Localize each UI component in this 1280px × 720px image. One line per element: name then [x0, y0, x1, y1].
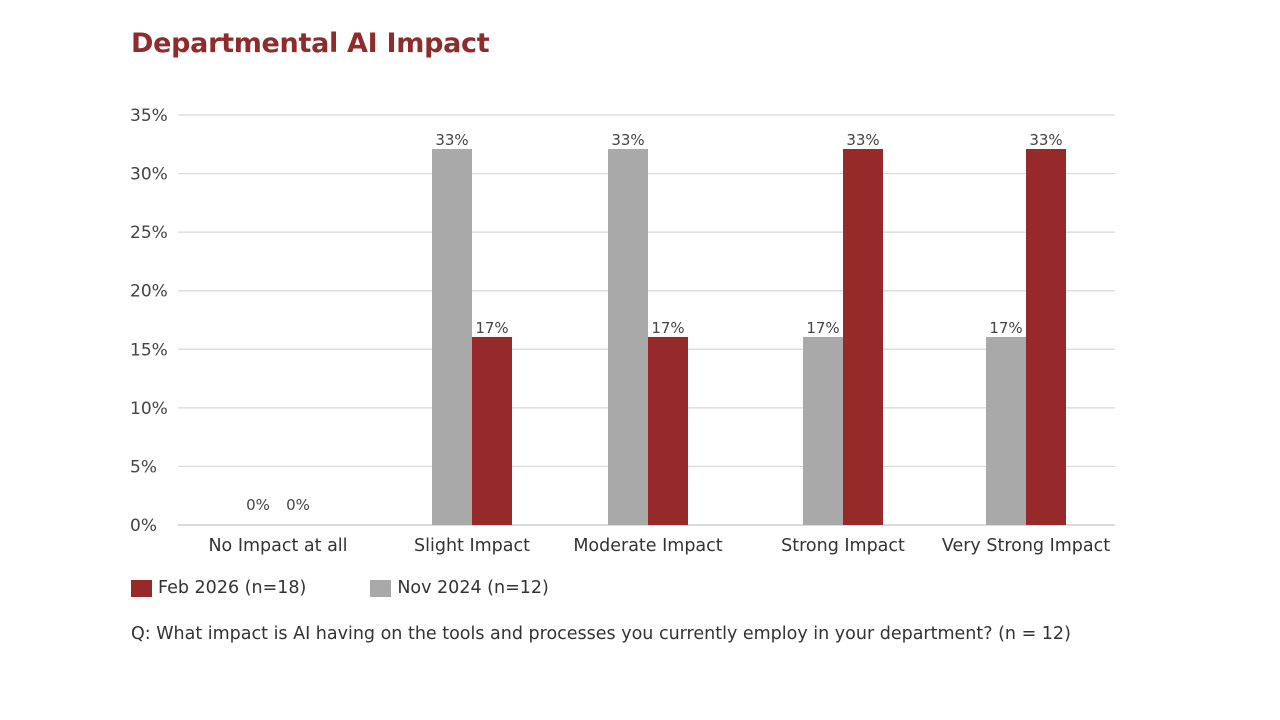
legend-label-nov-2024: Nov 2024 (n=12) [397, 578, 549, 598]
data-label: 17% [651, 319, 684, 337]
data-label: 0% [286, 496, 310, 514]
bar-nov-2024 [803, 336, 843, 525]
y-tick-label: 5% [130, 457, 157, 477]
y-tick-label: 25% [130, 223, 168, 243]
data-label: 17% [989, 319, 1022, 337]
bar-nov-2024 [986, 336, 1026, 525]
bar-nov-2024 [432, 149, 472, 525]
legend-item-nov-2024: Nov 2024 (n=12) [370, 578, 549, 598]
y-tick-label: 0% [130, 516, 157, 536]
data-label: 17% [806, 319, 839, 337]
y-tick-label: 10% [130, 399, 168, 419]
x-category-label: Moderate Impact [573, 536, 722, 556]
x-category-label: Strong Impact [781, 536, 905, 556]
x-axis-categories: No Impact at all Slight Impact Moderate Im… [208, 536, 1110, 556]
data-label: 33% [611, 131, 644, 149]
data-label: 33% [435, 131, 468, 149]
legend-label-feb-2026: Feb 2026 (n=18) [158, 578, 307, 598]
legend-swatch-nov-2024 [370, 579, 392, 597]
bar-feb-2026 [472, 336, 512, 525]
data-label: 17% [475, 319, 508, 337]
x-category-label: Slight Impact [414, 536, 530, 556]
bars [432, 149, 1066, 525]
x-category-label: Very Strong Impact [942, 536, 1110, 556]
bar-nov-2024 [608, 149, 648, 525]
data-label: 33% [1029, 131, 1062, 149]
data-labels: 0% 0% 33% 17% 33% 17% 17% 33% 17% 33% [246, 131, 1063, 514]
chart-title: Departmental AI Impact [131, 28, 490, 59]
bar-feb-2026 [843, 149, 883, 525]
legend: Feb 2026 (n=18) Nov 2024 (n=12) [131, 578, 613, 598]
y-tick-label: 30% [130, 165, 168, 185]
data-label: 0% [246, 496, 270, 514]
data-label: 33% [846, 131, 879, 149]
bar-feb-2026 [1026, 149, 1066, 525]
x-category-label: No Impact at all [208, 536, 347, 556]
legend-swatch-feb-2026 [131, 579, 152, 597]
legend-item-feb-2026: Feb 2026 (n=18) [131, 578, 306, 598]
y-axis-ticks: 0% 5% 10% 15% 20% 25% 30% 35% [130, 106, 168, 536]
survey-question-footnote: Q: What impact is AI having on the tools… [131, 624, 1071, 644]
y-tick-label: 20% [130, 282, 168, 302]
y-tick-label: 35% [130, 106, 168, 126]
y-tick-label: 15% [130, 340, 168, 360]
bar-feb-2026 [648, 336, 688, 525]
